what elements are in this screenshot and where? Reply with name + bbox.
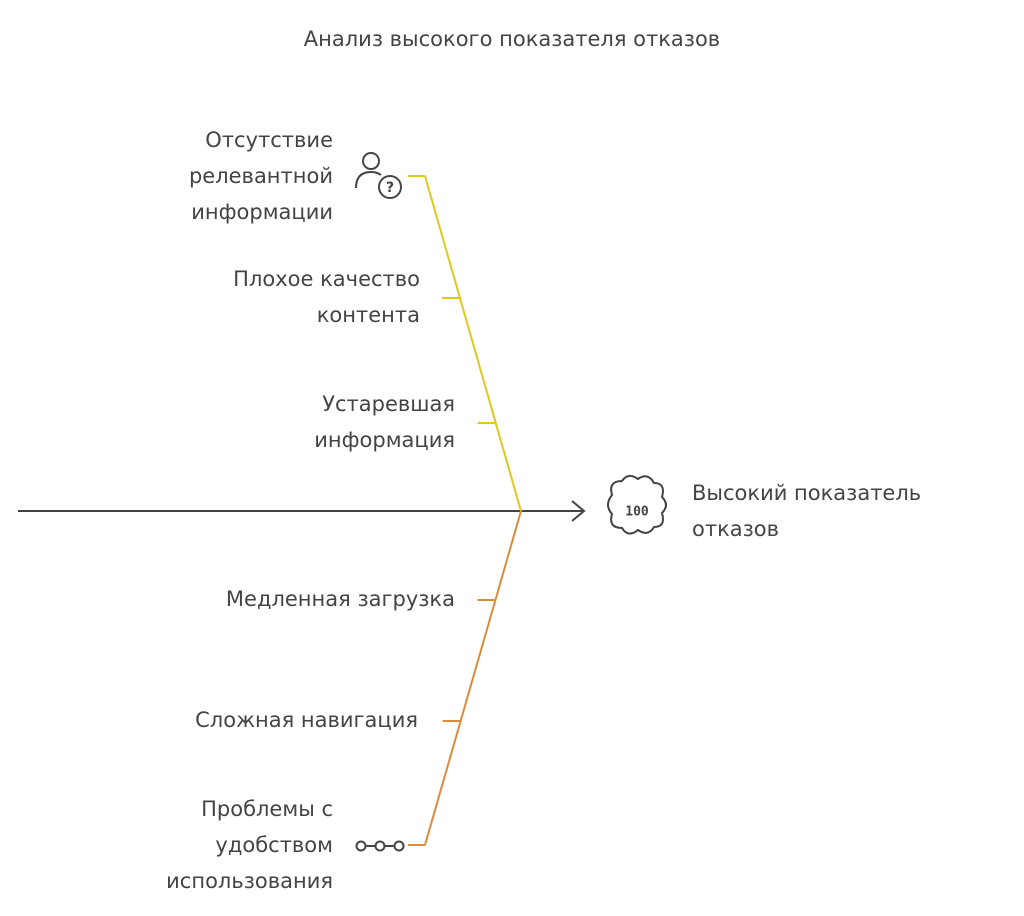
title: Анализ высокого показателя отказов: [304, 27, 720, 51]
branch-line: [424, 510, 522, 846]
label-line: Проблемы с: [201, 797, 333, 821]
label-line: Плохое качество: [233, 267, 420, 291]
branch-line: [424, 175, 522, 512]
label-line: информация: [314, 428, 455, 452]
label-line: отказов: [692, 517, 779, 541]
label-line: Отсутствие: [205, 128, 333, 152]
label-line: контента: [317, 303, 420, 327]
label-line: Устаревшая: [322, 392, 455, 416]
effect-icon-text: 100: [625, 505, 649, 520]
label-line: релевантной: [189, 164, 333, 188]
label-line: Медленная загрузка: [226, 587, 455, 611]
spine-arrow: [571, 500, 586, 522]
label-line: использования: [166, 869, 333, 893]
person-question-icon: [355, 152, 402, 199]
label-line: Сложная навигация: [195, 708, 418, 732]
label-line: удобством: [215, 833, 333, 857]
label-line: информации: [191, 200, 333, 224]
label-line: Высокий показатель: [692, 481, 921, 505]
icon-glyph: ?: [386, 180, 394, 196]
effect-icon: [607, 475, 667, 535]
chain-icon: [355, 840, 405, 852]
